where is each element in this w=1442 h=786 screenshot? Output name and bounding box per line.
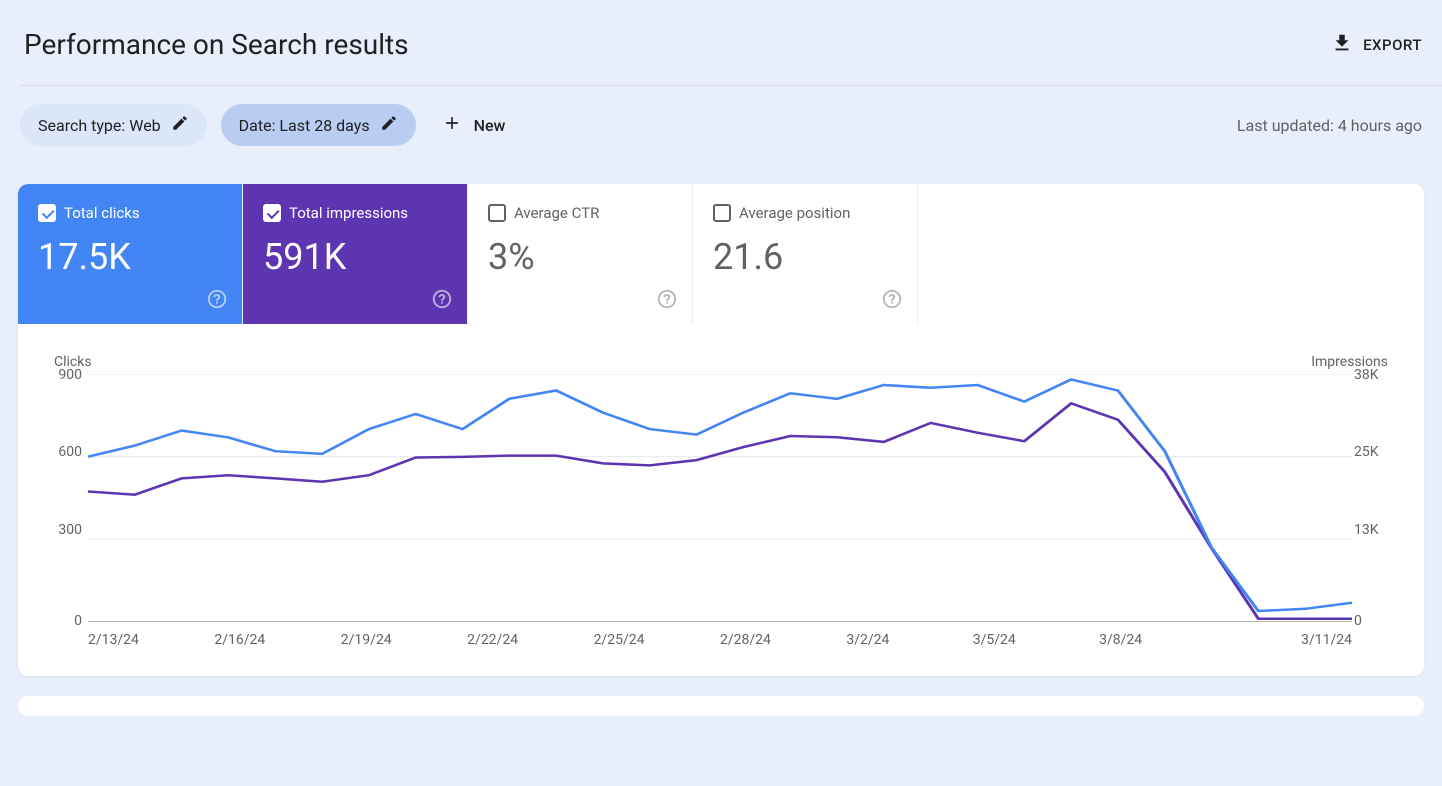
help-icon[interactable] xyxy=(656,288,678,314)
tile-value: 591K xyxy=(263,236,447,278)
download-icon xyxy=(1331,32,1353,58)
next-card-peek xyxy=(18,696,1424,716)
tile-value: 17.5K xyxy=(38,236,222,278)
pencil-icon xyxy=(171,114,189,136)
tile-label: Total impressions xyxy=(289,204,408,222)
filter-date[interactable]: Date: Last 28 days xyxy=(221,104,416,146)
help-icon[interactable] xyxy=(881,288,903,314)
y-left-axis: 9006003000 xyxy=(48,374,82,622)
filter-search-type[interactable]: Search type: Web xyxy=(20,104,207,146)
metric-tiles: Total clicks 17.5K Total impressions 591… xyxy=(18,184,1424,324)
pencil-icon xyxy=(380,114,398,136)
checkbox-unchecked-icon xyxy=(713,204,731,222)
tile-average-position[interactable]: Average position 21.6 xyxy=(693,184,918,324)
filter-date-label: Date: Last 28 days xyxy=(239,116,370,135)
chart-grid: 9006003000 38K25K13K0 xyxy=(88,374,1352,622)
tile-total-impressions[interactable]: Total impressions 591K xyxy=(243,184,468,324)
tile-value: 3% xyxy=(488,236,672,278)
help-icon[interactable] xyxy=(206,288,228,314)
tile-label: Average CTR xyxy=(514,204,599,222)
tile-value: 21.6 xyxy=(713,236,897,278)
tile-average-ctr[interactable]: Average CTR 3% xyxy=(468,184,693,324)
export-button[interactable]: EXPORT xyxy=(1331,32,1422,58)
chart-svg xyxy=(88,374,1352,622)
x-axis: 2/13/242/16/242/19/242/22/242/25/242/28/… xyxy=(88,632,1352,648)
tile-label: Average position xyxy=(739,204,850,222)
chart-area: Clicks Impressions 9006003000 38K25K13K0… xyxy=(18,324,1424,676)
add-filter-button[interactable]: New xyxy=(430,105,518,145)
last-updated-text: Last updated: 4 hours ago xyxy=(1237,116,1422,135)
export-label: EXPORT xyxy=(1363,36,1422,54)
checkbox-unchecked-icon xyxy=(488,204,506,222)
filter-search-type-label: Search type: Web xyxy=(38,116,161,135)
checkbox-checked-icon xyxy=(263,204,281,222)
performance-card: Total clicks 17.5K Total impressions 591… xyxy=(18,184,1424,676)
plus-icon xyxy=(442,113,462,137)
tile-total-clicks[interactable]: Total clicks 17.5K xyxy=(18,184,243,324)
checkbox-checked-icon xyxy=(38,204,56,222)
add-filter-label: New xyxy=(474,116,506,135)
page-title: Performance on Search results xyxy=(24,28,409,61)
help-icon[interactable] xyxy=(431,288,453,314)
y-right-axis: 38K25K13K0 xyxy=(1354,374,1394,622)
tile-label: Total clicks xyxy=(64,204,140,222)
